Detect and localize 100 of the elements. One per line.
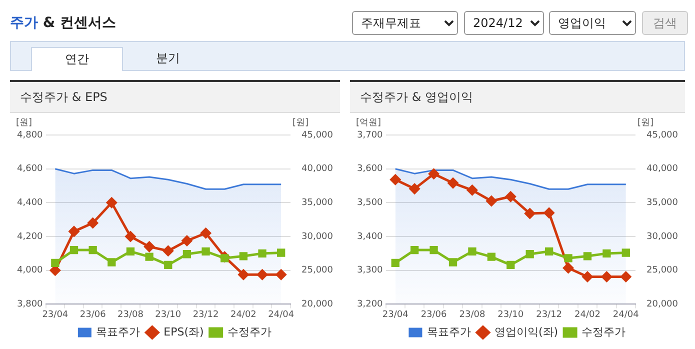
y-tick-label: 4,200: [17, 232, 44, 242]
point: [182, 250, 192, 258]
text: 주가 & 컨센서스: [10, 14, 116, 32]
point: [126, 247, 135, 256]
y2-tick-label: 20,000: [302, 300, 334, 310]
y-tick-label: 3,200: [357, 300, 384, 310]
x-tick-label: 23/12: [536, 310, 562, 320]
point: [602, 249, 611, 258]
point: [448, 258, 458, 266]
y2-tick-label: 20,000: [646, 300, 678, 310]
point: [125, 231, 136, 242]
x-tick-label: 23/06: [80, 310, 106, 320]
y2-tick-label: 40,000: [646, 164, 678, 174]
point: [563, 262, 574, 274]
point: [409, 184, 420, 194]
y2-tick-label: 35,000: [646, 198, 678, 208]
point: [162, 246, 174, 256]
y-tick-label: 4,400: [17, 198, 44, 208]
point: [622, 248, 630, 257]
legend-label: 수정주가: [227, 325, 272, 338]
text: 연간: [31, 47, 123, 71]
y2-tick-label: 45,000: [646, 130, 678, 140]
point: [145, 252, 154, 261]
y2-axis-title: [원]: [638, 118, 654, 128]
x-tick-label: 23/04: [382, 310, 409, 320]
legend-label: 목표주가: [426, 325, 471, 338]
y2-tick-label: 30,000: [302, 232, 334, 242]
y-tick-label: 3,400: [357, 232, 384, 242]
text: 영업이익: [549, 11, 636, 35]
point: [277, 248, 286, 257]
text: 주재무제표: [352, 11, 458, 35]
y2-tick-label: 40,000: [302, 164, 334, 174]
y-axis-title: [억원]: [356, 118, 382, 128]
point: [238, 269, 249, 280]
point: [505, 191, 516, 202]
x-tick-label: 23/06: [420, 310, 448, 320]
point: [164, 260, 172, 270]
point: [257, 269, 268, 280]
point: [390, 174, 401, 185]
point: [544, 208, 554, 218]
point: [182, 236, 192, 246]
point: [88, 218, 98, 228]
point: [88, 246, 97, 254]
point: [410, 246, 419, 254]
y-tick-label: 3,300: [357, 266, 384, 276]
point: [106, 197, 117, 208]
y-axis-title: [원]: [16, 118, 32, 128]
point: [144, 241, 155, 252]
point: [430, 246, 438, 254]
point: [544, 247, 554, 256]
legend-label: 수정주가: [582, 325, 626, 338]
point: [564, 254, 572, 262]
x-tick-label: 24/04: [268, 310, 294, 320]
x-tick-label: 24/02: [574, 310, 600, 320]
y2-tick-label: 25,000: [302, 266, 334, 276]
point: [487, 252, 496, 261]
x-tick-label: 24/02: [230, 310, 256, 320]
y2-tick-label: 45,000: [302, 130, 334, 140]
y-tick-label: 4,000: [17, 266, 44, 276]
y-tick-label: 3,500: [357, 198, 384, 208]
point: [601, 272, 612, 282]
text: 분기: [155, 50, 181, 67]
point: [68, 226, 80, 237]
y2-tick-label: 25,000: [646, 266, 678, 276]
point: [448, 178, 458, 188]
point: [70, 246, 78, 254]
y2-axis-title: [원]: [292, 118, 309, 128]
point: [276, 269, 286, 280]
point: [391, 258, 400, 267]
y2-tick-label: 35,000: [302, 198, 334, 208]
point: [620, 272, 632, 282]
y-tick-label: 3,800: [17, 300, 44, 310]
x-tick-label: 23/10: [155, 310, 182, 320]
y-tick-label: 4,800: [17, 130, 44, 140]
point: [526, 250, 534, 258]
point: [258, 249, 266, 258]
point: [506, 260, 515, 270]
point: [582, 272, 593, 282]
x-tick-label: 23/04: [42, 310, 68, 320]
text: 2024/12: [464, 11, 544, 35]
point: [428, 168, 440, 180]
point: [202, 247, 210, 256]
y-tick-label: 4,600: [17, 164, 44, 174]
y-tick-label: 3,600: [357, 164, 384, 174]
point: [583, 252, 592, 260]
point: [239, 252, 248, 260]
x-tick-label: 23/10: [498, 310, 524, 320]
text: 검색: [642, 11, 688, 35]
x-tick-label: 23/08: [459, 310, 486, 320]
x-tick-label: 23/08: [118, 310, 144, 320]
point: [486, 196, 497, 206]
point: [468, 247, 476, 256]
point: [466, 184, 478, 196]
x-tick-label: 23/12: [192, 310, 219, 320]
y-tick-label: 3,700: [357, 130, 384, 140]
chart-title: 수정주가 & 영업이익: [350, 82, 685, 113]
legend-label: EPS(좌): [164, 325, 204, 338]
point: [524, 208, 536, 219]
legend-label: 목표주가: [96, 325, 140, 338]
legend-label: 영업이익(좌): [494, 325, 558, 338]
